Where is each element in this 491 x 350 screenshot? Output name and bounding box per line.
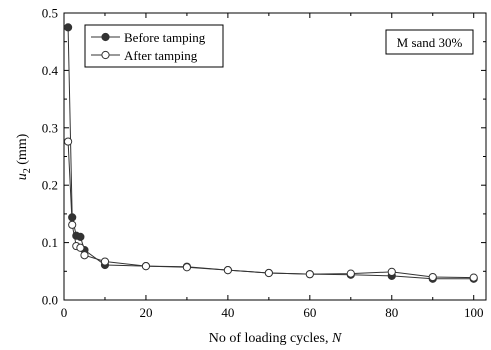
y-tick-label: 0.2 (42, 178, 58, 193)
series-1-point (223, 266, 232, 275)
series-1-point (80, 251, 89, 260)
legend-marker-before (101, 32, 110, 42)
x-axis-title: No of loading cycles, N (209, 331, 342, 346)
x-axis-ticks: 0 20 40 60 80 100 (61, 13, 484, 320)
y-tick-label: 0.1 (42, 235, 58, 250)
annotation: M sand 30% (385, 29, 474, 55)
y-axis-ticks: 0.0 0.1 0.2 0.3 0.4 0.5 (42, 6, 486, 308)
legend-box (84, 24, 224, 68)
y-tick-label: 0.4 (42, 63, 59, 78)
series-0-point (76, 232, 85, 241)
series-line-1 (67, 141, 474, 279)
y-tick-label: 0.0 (42, 293, 58, 308)
series-1-point (182, 263, 192, 272)
annotation-box (385, 29, 474, 55)
x-tick-label: 80 (385, 305, 398, 320)
y-tick-label: 0.5 (42, 6, 58, 21)
y-tick-label: 0.3 (42, 120, 58, 135)
series-1-point (469, 273, 478, 282)
series-1-point (264, 268, 273, 278)
legend-label-after: After tamping (124, 48, 198, 63)
series-0-point (68, 213, 77, 222)
series-1-point (76, 243, 85, 252)
series-0-point (63, 23, 73, 32)
series-1-point (68, 220, 77, 229)
series-1-point (63, 137, 73, 146)
x-tick-label: 40 (221, 305, 234, 320)
legend: Before tamping After tamping (84, 24, 224, 68)
series-layer (63, 23, 478, 283)
x-tick-label: 60 (303, 305, 316, 320)
legend-label-before: Before tamping (124, 30, 206, 45)
x-tick-label: 20 (139, 305, 152, 320)
series-1-point (305, 270, 314, 279)
series-1-point (387, 267, 396, 276)
series-1-point (100, 257, 110, 266)
x-tick-label: 100 (464, 305, 484, 320)
y-axis-title: u2 (mm) (15, 133, 33, 180)
x-tick-label: 0 (61, 305, 68, 320)
series-1-point (428, 272, 437, 282)
series-1-point (346, 269, 355, 278)
legend-marker-after (101, 50, 110, 60)
series-1-point (141, 262, 151, 271)
annotation-text: M sand 30% (397, 35, 463, 50)
